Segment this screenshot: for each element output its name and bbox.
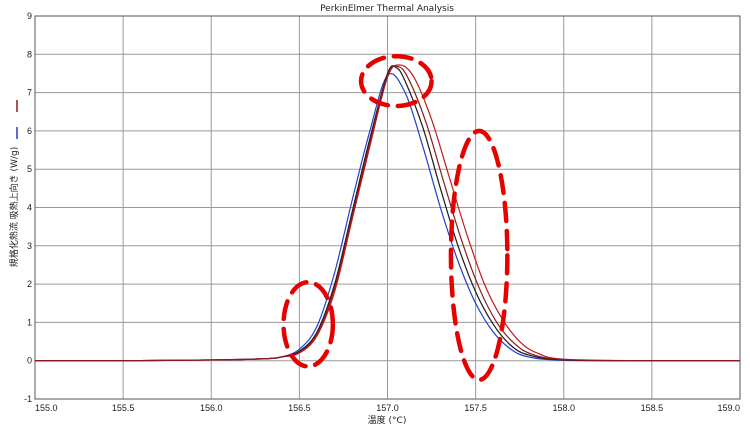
chart-title: PerkinElmer Thermal Analysis [320,4,454,14]
y-tick-label: 2 [27,279,32,289]
plot-frame [34,15,741,400]
x-tick-label: 157.0 [376,403,399,413]
x-tick-label: 155.5 [112,403,135,413]
y-tick-label: 0 [27,356,32,366]
annotation-ellipse-1 [281,279,336,369]
y-tick-label: 4 [27,203,32,213]
x-tick-label: 157.5 [464,403,487,413]
x-tick-label: 158.0 [552,403,575,413]
x-tick-label: 156.5 [288,403,311,413]
y-tick-label: 9 [27,11,32,21]
y-axis-label: 規格化熱流 吸熱上向き (W/g) [8,147,20,267]
y-tick-label: 7 [27,88,32,98]
annotation-ellipses [281,53,510,383]
y-tick-label: 1 [27,317,32,327]
y-tick-label: 3 [27,241,32,251]
x-tick-label: 159.0 [717,403,740,413]
y-tick-label: 6 [27,126,32,136]
x-axis-label: 温度 (°C) [368,414,407,426]
x-axis-ticks: 155.0 155.5 156.0 156.5 157.0 157.5 158.0 158.5… [35,403,740,413]
x-tick-label: 156.0 [200,403,223,413]
annotation-ellipse-2 [358,53,434,109]
annotation-ellipse-3 [448,128,510,383]
x-tick-label: 155.0 [35,403,58,413]
series-lines [34,64,741,362]
series-line-4 [34,65,741,362]
y-tick-label: 8 [27,49,32,59]
y-tick-label: 5 [27,164,32,174]
y-tick-label: -1 [24,394,32,404]
y-axis-ticks: -1 0 1 2 3 4 5 6 7 8 9 [24,11,32,404]
x-tick-label: 158.5 [641,403,664,413]
